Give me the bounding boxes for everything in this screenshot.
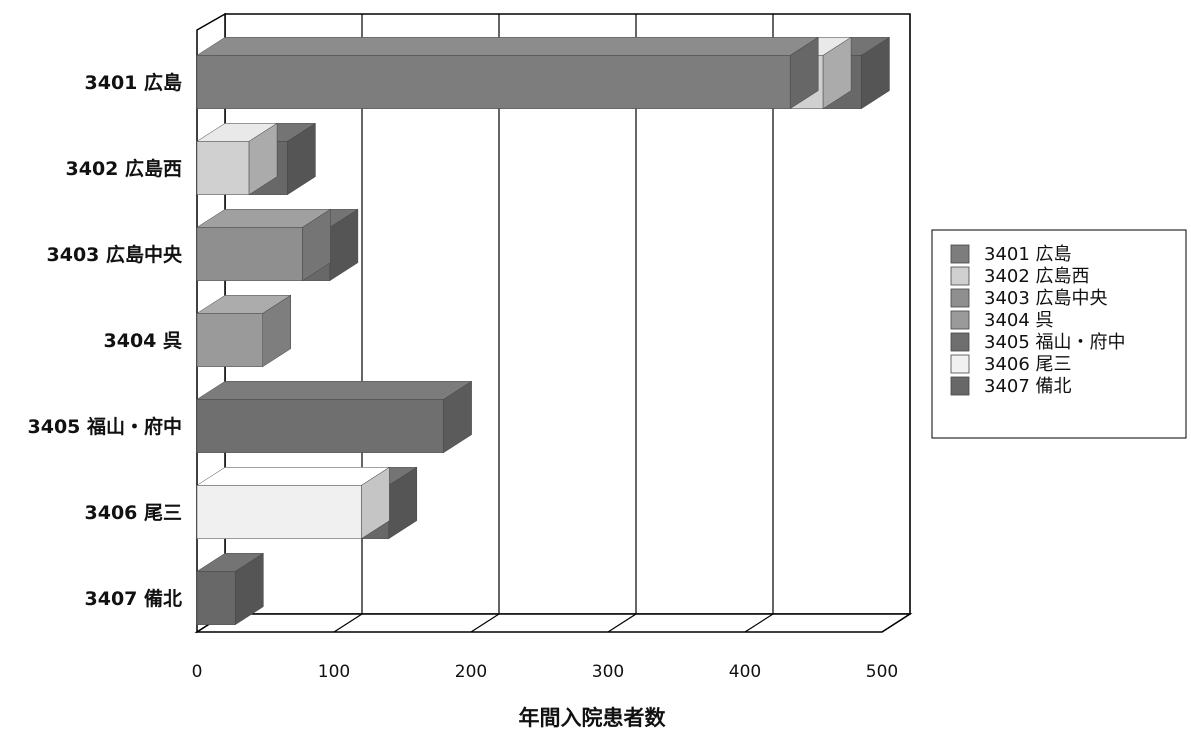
category-label: 3402 広島西 (66, 157, 183, 180)
floor-gridline (607, 613, 637, 633)
legend-swatch (950, 376, 970, 396)
category-label: 3406 尾三 (85, 502, 183, 524)
bar-3-series-3 (196, 208, 332, 282)
bar-7-series-7 (196, 552, 265, 626)
x-tick-label: 500 (866, 662, 898, 682)
legend (931, 229, 1187, 439)
legend-swatch (950, 310, 970, 330)
bar-2-series-2 (196, 122, 278, 196)
legend-swatch (950, 332, 970, 352)
floor-gridline (881, 613, 911, 633)
x-tick-label: 300 (592, 662, 624, 682)
legend-label: 3405 福山・府中 (984, 332, 1126, 353)
category-label: 3401 広島 (85, 71, 183, 94)
category-label: 3404 呉 (104, 330, 183, 352)
legend-label: 3406 尾三 (984, 354, 1072, 375)
floor-gridline (333, 613, 363, 633)
bar-5-series-5 (196, 380, 473, 454)
bar-4-series-4 (196, 294, 292, 368)
legend-swatch (950, 288, 970, 308)
legend-swatch (950, 244, 970, 264)
legend-swatch (950, 266, 970, 286)
floor-gridline (470, 613, 500, 633)
legend-label: 3401 広島 (984, 244, 1072, 265)
legend-label: 3404 呉 (984, 310, 1054, 331)
legend-label: 3403 広島中央 (984, 288, 1108, 309)
floor (194, 613, 913, 633)
x-tick-label: 400 (729, 662, 761, 682)
legend-swatch (950, 354, 970, 374)
x-tick-label: 0 (192, 662, 203, 682)
x-tick-label: 100 (318, 662, 350, 682)
floor-gridline (744, 613, 774, 633)
category-label: 3403 広島中央 (47, 243, 183, 266)
x-tick-label: 200 (455, 662, 487, 682)
x-axis-title: 年間入院患者数 (519, 706, 667, 730)
category-label: 3407 備北 (85, 587, 183, 610)
legend-label: 3402 広島西 (984, 266, 1090, 287)
legend-label: 3407 備北 (984, 376, 1072, 397)
bar-1-series-1 (196, 36, 820, 110)
bar-6-series-6 (196, 466, 391, 540)
category-label: 3405 福山・府中 (28, 415, 183, 438)
